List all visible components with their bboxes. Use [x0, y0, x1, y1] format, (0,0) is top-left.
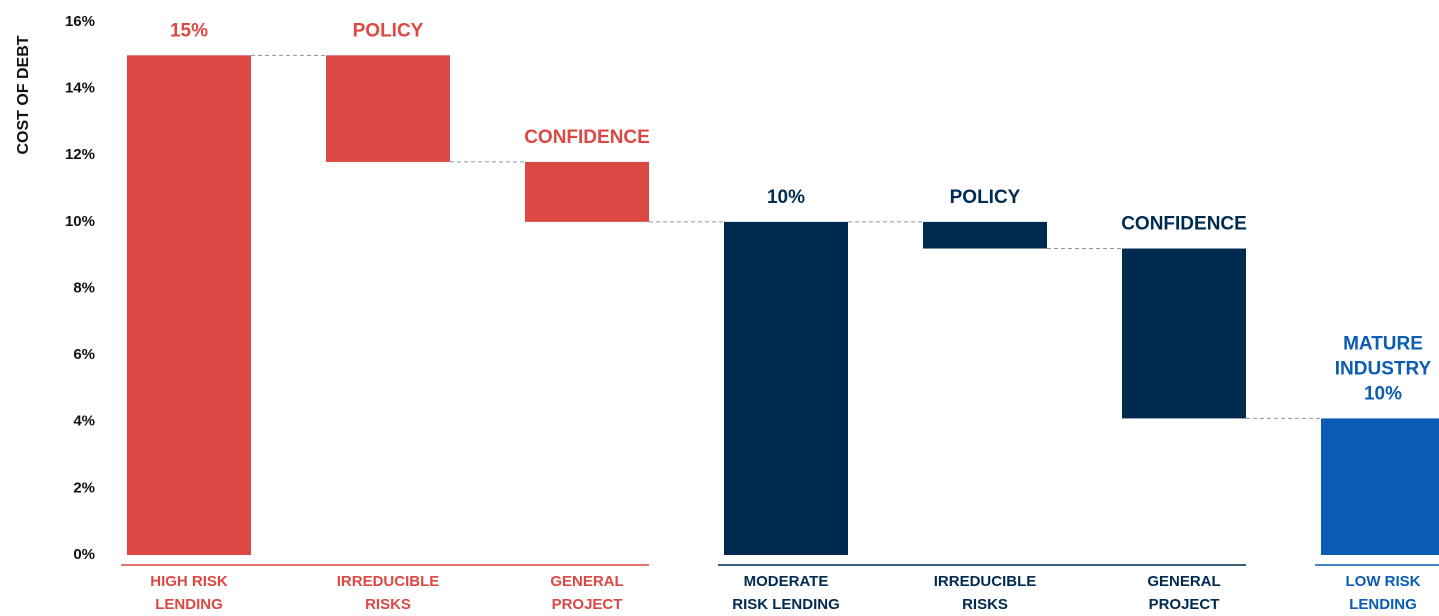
bar-annotation: INDUSTRY [1335, 358, 1432, 379]
bar-annotation: CONFIDENCE [524, 127, 650, 148]
x-tick-label: LENDING [155, 596, 223, 613]
x-tick-label: HIGH RISK [150, 573, 228, 590]
x-tick-label: GENERAL [1147, 573, 1220, 590]
bar-annotation: CONFIDENCE [1121, 214, 1247, 235]
y-tick-label: 0% [73, 546, 95, 563]
y-tick-label: 4% [73, 413, 95, 430]
y-tick-label: 10% [65, 213, 95, 230]
x-tick-label: MODERATE [744, 573, 829, 590]
bar-annotation: POLICY [353, 20, 424, 41]
x-tick-label: IRREDUCIBLE [934, 573, 1037, 590]
y-tick-label: 12% [65, 146, 95, 163]
y-tick-label: 2% [73, 479, 95, 496]
bar [923, 221, 1047, 249]
bar [724, 221, 848, 555]
x-tick-label: LOW RISK [1346, 573, 1421, 590]
bar [1321, 418, 1439, 555]
bar-annotation: POLICY [950, 187, 1021, 208]
y-tick-label: 8% [73, 279, 95, 296]
x-tick-label: RISKS [365, 596, 411, 613]
y-axis-title: COST OF DEBT [15, 35, 32, 154]
bar [525, 161, 649, 222]
y-tick-label: 14% [65, 80, 95, 97]
x-tick-label: LENDING [1349, 596, 1417, 613]
x-tick-label: RISKS [962, 596, 1008, 613]
bar-annotation: 15% [170, 20, 208, 41]
bar [326, 55, 450, 162]
bar-annotation: MATURE [1343, 333, 1423, 354]
bar [1122, 248, 1246, 419]
x-tick-label: PROJECT [1149, 596, 1220, 613]
x-tick-label: RISK LENDING [732, 596, 840, 613]
bar-annotation: 10% [1364, 383, 1402, 404]
bar-annotation: 10% [767, 187, 805, 208]
x-tick-label: IRREDUCIBLE [337, 573, 440, 590]
x-tick-label: PROJECT [552, 596, 623, 613]
x-tick-label: GENERAL [550, 573, 623, 590]
y-tick-label: 6% [73, 346, 95, 363]
bar [127, 55, 251, 555]
y-tick-label: 16% [65, 13, 95, 30]
